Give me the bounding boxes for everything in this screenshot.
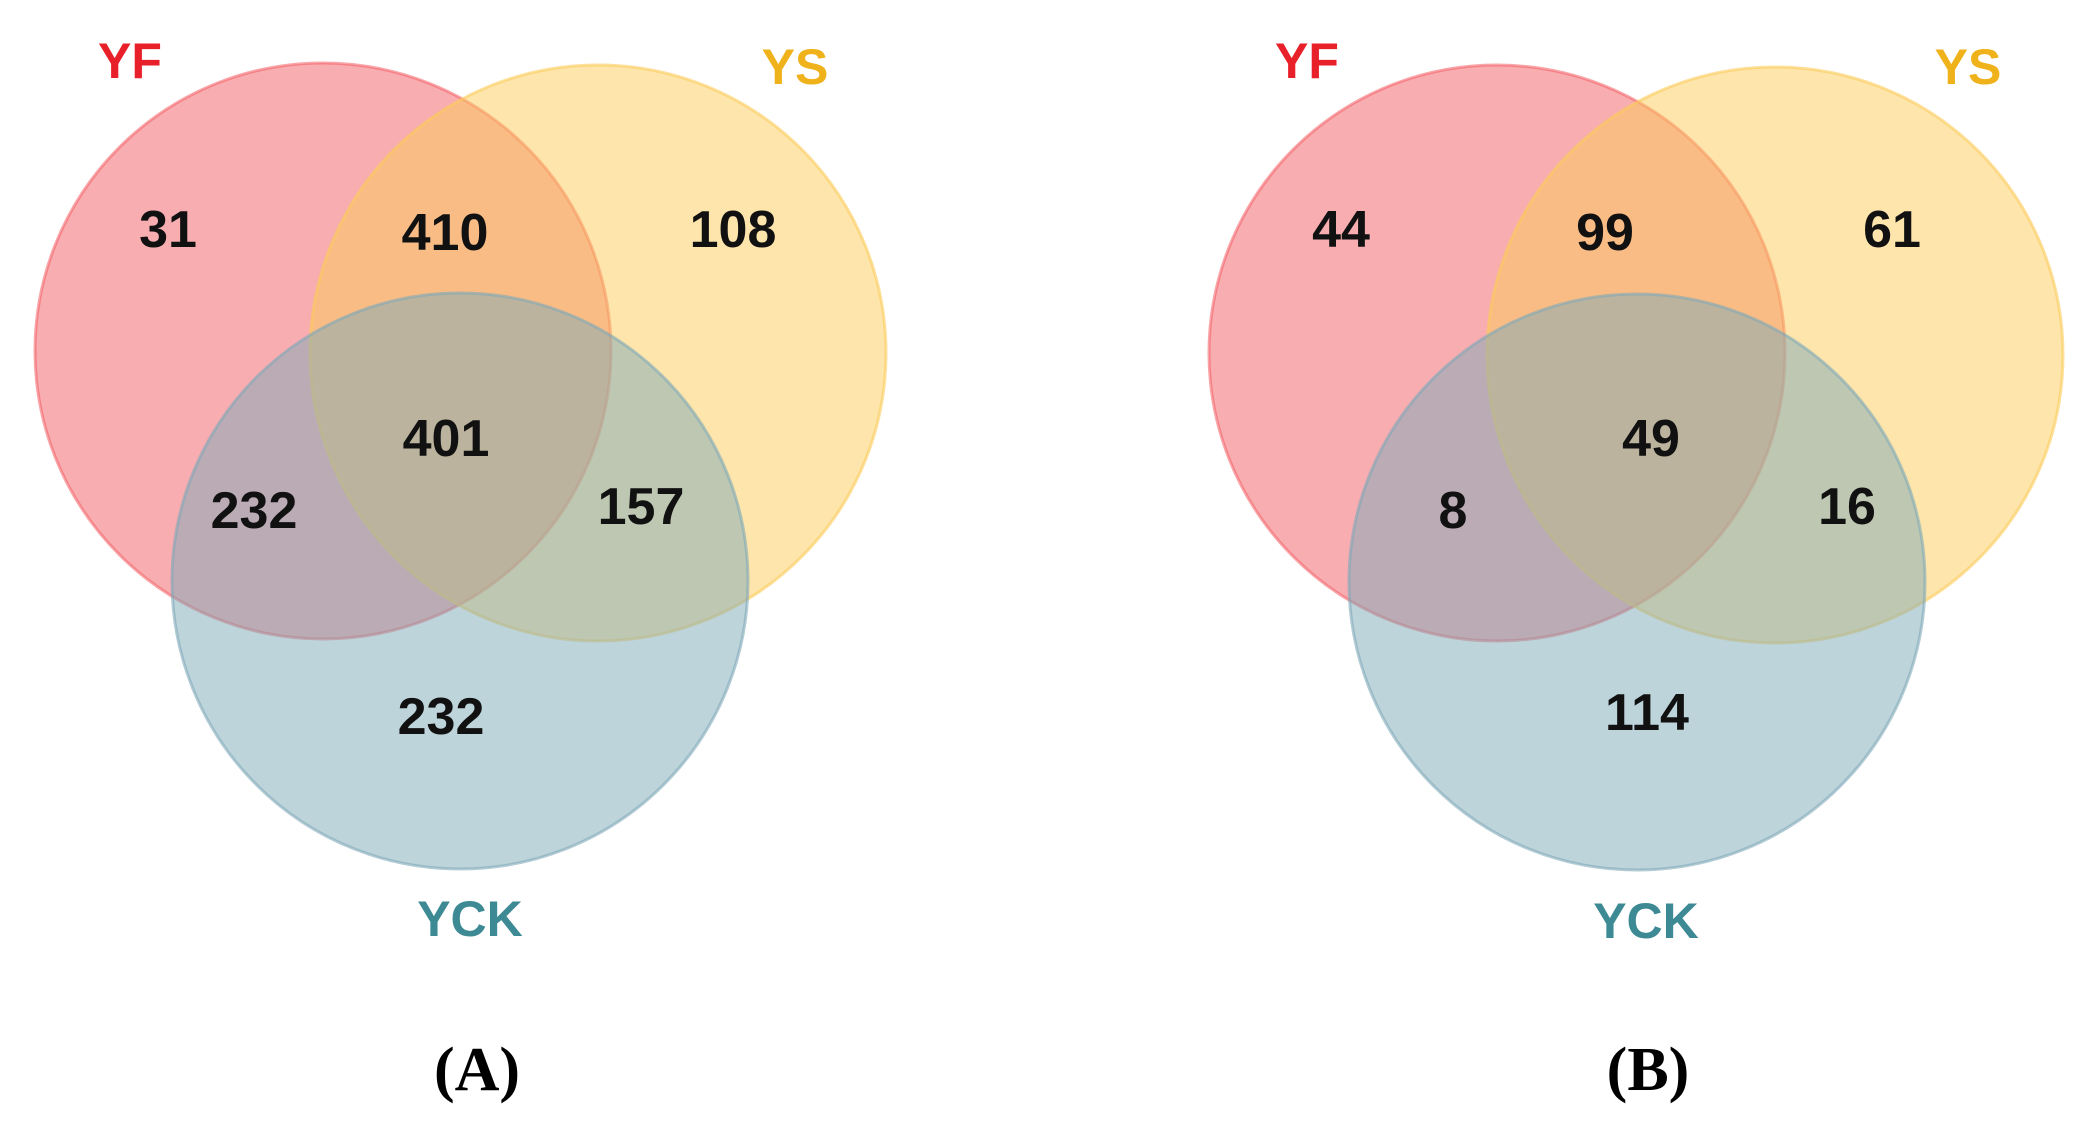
count-yf-ys: 410 xyxy=(402,204,489,262)
yf-label: YF xyxy=(1275,33,1339,89)
count-ys-yck: 16 xyxy=(1818,478,1876,536)
count-ys-yck: 157 xyxy=(598,478,685,536)
yck-label: YCK xyxy=(417,891,523,947)
count-ys-only: 108 xyxy=(690,201,777,259)
yck-label: YCK xyxy=(1593,893,1699,949)
venn-panel-a: YF YS YCK 31 410 108 401 232 157 232 (A) xyxy=(33,33,888,1104)
count-yck-only: 232 xyxy=(398,688,485,746)
count-yf-yck: 232 xyxy=(211,482,298,540)
count-yf-only: 31 xyxy=(139,201,197,259)
yck-circle xyxy=(1347,292,1927,872)
count-all: 49 xyxy=(1622,410,1680,468)
yf-label: YF xyxy=(98,33,162,89)
count-ys-only: 61 xyxy=(1863,201,1921,259)
count-yck-only: 114 xyxy=(1605,684,1689,742)
count-yf-only: 44 xyxy=(1312,201,1370,259)
count-yf-yck: 8 xyxy=(1439,482,1468,540)
ys-label: YS xyxy=(762,39,829,95)
panel-label-b: (B) xyxy=(1607,1036,1690,1104)
panel-label-a: (A) xyxy=(434,1036,520,1104)
venn-panel-b: YF YS YCK 44 99 61 49 8 16 114 (B) xyxy=(1207,33,2065,1104)
count-yf-ys: 99 xyxy=(1576,204,1634,262)
ys-label: YS xyxy=(1935,39,2002,95)
yck-circle xyxy=(170,291,750,871)
count-all: 401 xyxy=(403,410,490,468)
